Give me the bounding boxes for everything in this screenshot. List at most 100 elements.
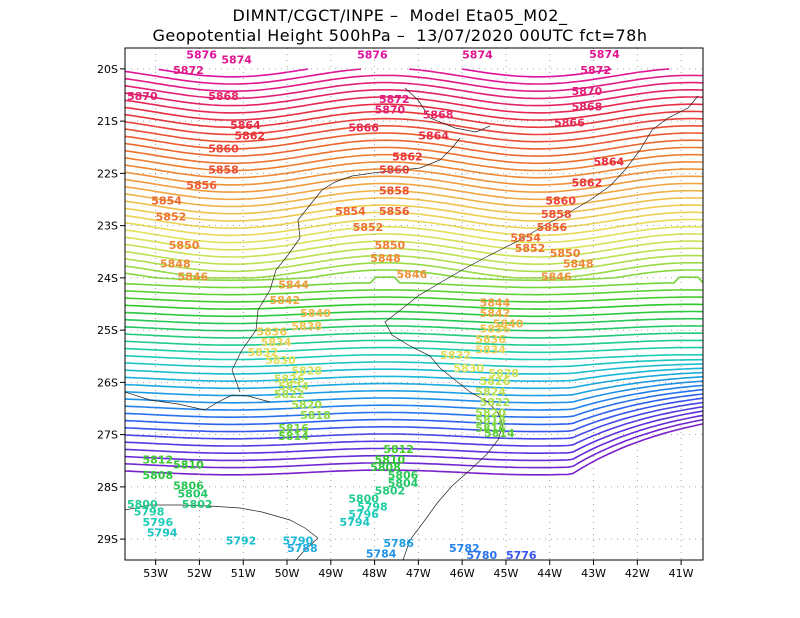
contour-label: 5826 [274,372,305,385]
contour-5810 [124,303,703,310]
lat-tick-label: 22S [97,167,118,180]
contour-label: 5872 [580,64,611,77]
contour-5800 [124,339,703,346]
contour-label: 5794 [147,526,178,539]
contour-label: 5858 [541,208,572,221]
contour-label: 5828 [488,367,519,380]
lon-tick-label: 41W [669,567,694,580]
contour-label: 5776 [506,549,537,562]
contour-label: 5832 [248,346,279,359]
contour-label: 5834 [475,344,506,357]
contour-5866 [124,96,704,114]
contour-5842 [124,182,704,201]
plot-frame [124,47,704,561]
lon-tick-label: 52W [187,567,212,580]
lat-tick-label: 20S [97,63,118,76]
axis-labels: 53W 52W 51W 50W 49W 48W 47W 46W 45W 44W 43W 42W 41W 2… [97,63,694,580]
contour-label: 5864 [230,119,261,132]
lat-tick-label: 26S [97,376,118,389]
contour-5796 [124,354,703,361]
contour-label: 5848 [563,257,594,270]
contour-label: 5784 [366,547,397,560]
contour-label: 5840 [493,318,524,331]
contour-label: 5854 [151,195,182,208]
contour-label: 5870 [375,103,406,116]
contour-label: 5874 [462,48,493,61]
lon-tick-label: 46W [450,567,475,580]
contour-5770 [124,410,704,454]
contour-5856 [124,132,704,150]
contour-5812 [124,296,704,303]
contour-5872 [124,74,704,92]
contour-5818 [124,269,704,282]
contour-label: 5858 [208,163,239,176]
contour-5786 [124,376,704,397]
contour-label: 5828 [291,365,322,378]
contour-label: 5822 [480,396,511,409]
contour-5804 [124,325,703,332]
contour-label: 5814 [278,430,309,443]
contour-label: 5836 [475,333,506,346]
contour-label: 5780 [467,549,498,562]
grid-lines [125,48,703,560]
contour-5854 [124,139,704,157]
contour-label: 5860 [545,195,576,208]
contour-5860 [124,117,704,136]
contour-label: 5864 [418,129,449,142]
contour-label: 5824 [278,380,309,393]
lon-tick-label: 49W [318,567,343,580]
contour-label: 5824 [475,385,506,398]
contour-label: 5846 [178,270,209,283]
contour-5764 [124,423,704,476]
contour-label: 5796 [143,516,174,529]
contour-5836 [124,204,704,222]
border-path [124,87,491,561]
contour-label: 5802 [375,485,406,498]
contour-label: 5852 [515,242,546,255]
contour-label: 5854 [510,231,541,244]
contour-label: 5848 [370,252,401,265]
contour-5870 [124,81,704,100]
axis-ticks [120,68,682,565]
contour-label: 5802 [182,498,213,511]
contour-5828 [124,233,704,251]
contour-label: 5850 [375,239,406,252]
contour-5788 [124,371,704,390]
contour-label: 5866 [554,116,585,129]
title-line-2: Geopotential Height 500hPa – 13/07/2020 … [152,26,648,45]
contour-label: 5874 [221,54,252,67]
contour-5784 [124,380,704,404]
contour-label: 5872 [379,93,410,106]
contour-5794 [124,358,703,368]
contour-5852 [124,146,704,165]
contour-label: 5830 [265,354,296,367]
contour-label: 5822 [274,388,305,401]
contour-label: 5796 [348,508,379,521]
contour-5832 [124,218,704,237]
lon-tick-label: 43W [581,567,606,580]
contour-label: 5856 [186,179,217,192]
contour-5848 [124,161,704,179]
contour-label: 5800 [127,498,158,511]
contour-label: 5852 [156,210,187,223]
lon-tick-label: 51W [231,567,256,580]
contour-5766 [124,418,704,469]
contour-label: 5816 [475,422,506,435]
contour-label: 5804 [388,477,419,490]
contour-label: 5848 [160,257,191,270]
contour-label: 5812 [143,453,174,466]
contour-5814 [124,289,704,296]
contour-5830 [124,225,704,244]
contour-lines [124,68,704,476]
lat-tick-label: 23S [97,220,118,233]
contour-label: 5846 [541,270,572,283]
contour-label: 5810 [173,459,204,472]
lat-tick-label: 21S [97,115,118,128]
contour-label: 5846 [396,268,427,281]
contour-label: 5808 [370,461,401,474]
contour-5834 [124,211,704,230]
contour-5782 [124,384,704,411]
contour-label: 5810 [375,453,406,466]
contour-label: 5860 [379,163,410,176]
